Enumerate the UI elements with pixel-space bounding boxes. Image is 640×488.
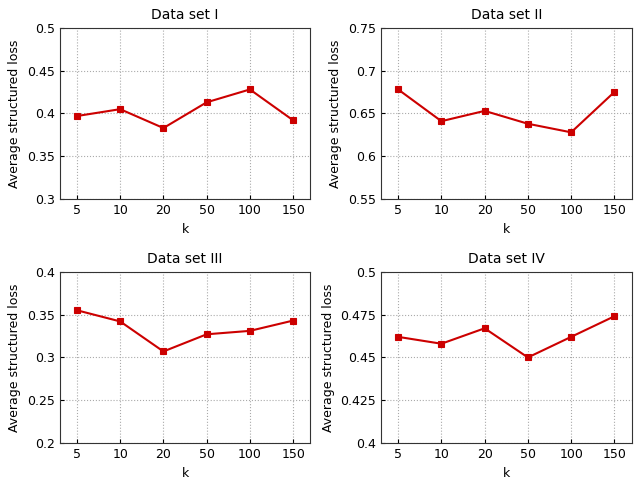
X-axis label: k: k xyxy=(181,467,189,480)
X-axis label: k: k xyxy=(181,223,189,236)
Y-axis label: Average structured loss: Average structured loss xyxy=(8,39,21,188)
Title: Data set I: Data set I xyxy=(151,8,219,22)
Title: Data set II: Data set II xyxy=(470,8,542,22)
Y-axis label: Average structured loss: Average structured loss xyxy=(330,39,342,188)
Title: Data set III: Data set III xyxy=(147,252,223,266)
Y-axis label: Average structured loss: Average structured loss xyxy=(321,283,335,432)
Title: Data set IV: Data set IV xyxy=(468,252,545,266)
X-axis label: k: k xyxy=(502,223,510,236)
X-axis label: k: k xyxy=(502,467,510,480)
Y-axis label: Average structured loss: Average structured loss xyxy=(8,283,21,432)
